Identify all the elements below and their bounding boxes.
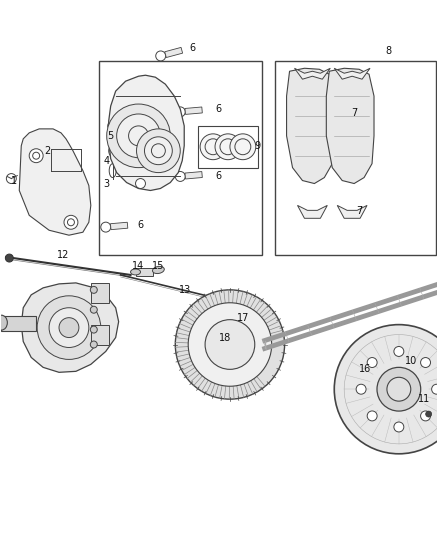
- Polygon shape: [294, 68, 330, 79]
- Circle shape: [394, 422, 404, 432]
- Bar: [91, 325, 109, 344]
- Circle shape: [101, 222, 111, 232]
- Text: 8: 8: [386, 46, 392, 56]
- Ellipse shape: [0, 315, 7, 330]
- Circle shape: [49, 308, 89, 348]
- Circle shape: [344, 369, 349, 374]
- Circle shape: [394, 346, 404, 357]
- Text: 6: 6: [189, 43, 195, 53]
- Polygon shape: [297, 205, 327, 219]
- Polygon shape: [185, 107, 202, 115]
- Circle shape: [337, 359, 381, 403]
- Bar: [275, 61, 436, 255]
- Circle shape: [230, 134, 256, 160]
- Polygon shape: [109, 75, 184, 190]
- Polygon shape: [286, 68, 334, 183]
- Circle shape: [345, 367, 373, 395]
- Bar: [198, 126, 258, 168]
- Circle shape: [90, 341, 97, 348]
- Ellipse shape: [152, 266, 164, 273]
- Text: 18: 18: [219, 333, 231, 343]
- Text: 12: 12: [57, 250, 69, 260]
- Text: 2: 2: [44, 146, 50, 156]
- Circle shape: [361, 394, 367, 399]
- Circle shape: [137, 129, 180, 173]
- Polygon shape: [21, 283, 119, 373]
- Text: 9: 9: [254, 141, 261, 151]
- Circle shape: [64, 215, 78, 229]
- Circle shape: [175, 290, 285, 399]
- Circle shape: [59, 318, 79, 337]
- Polygon shape: [19, 129, 91, 235]
- Circle shape: [156, 51, 166, 61]
- Polygon shape: [326, 68, 374, 183]
- Text: 6: 6: [215, 171, 221, 181]
- Text: 10: 10: [405, 357, 417, 366]
- Circle shape: [188, 303, 272, 386]
- Circle shape: [387, 377, 411, 401]
- Bar: [1, 316, 36, 330]
- Circle shape: [373, 379, 378, 384]
- Polygon shape: [165, 47, 183, 58]
- Circle shape: [200, 134, 226, 160]
- Ellipse shape: [109, 164, 116, 177]
- Polygon shape: [110, 222, 128, 230]
- Text: 1: 1: [11, 175, 18, 185]
- Circle shape: [117, 114, 160, 158]
- Circle shape: [420, 358, 431, 367]
- Circle shape: [352, 374, 366, 388]
- Ellipse shape: [109, 145, 117, 157]
- Bar: [99, 61, 262, 255]
- Circle shape: [175, 172, 185, 181]
- Circle shape: [5, 254, 13, 262]
- Circle shape: [431, 384, 438, 394]
- Text: 17: 17: [237, 313, 249, 322]
- Bar: [135, 268, 153, 276]
- Bar: [91, 283, 109, 303]
- Text: 7: 7: [351, 108, 357, 118]
- Circle shape: [90, 326, 97, 333]
- Circle shape: [215, 134, 241, 160]
- Polygon shape: [337, 205, 367, 219]
- Text: 3: 3: [104, 179, 110, 189]
- Text: 11: 11: [417, 394, 430, 404]
- Text: 16: 16: [359, 365, 371, 374]
- Circle shape: [29, 149, 43, 163]
- Text: 6: 6: [138, 220, 144, 230]
- Circle shape: [367, 411, 377, 421]
- Circle shape: [7, 174, 16, 183]
- Circle shape: [135, 179, 145, 189]
- Circle shape: [110, 124, 115, 128]
- Circle shape: [361, 364, 367, 369]
- Text: 4: 4: [104, 156, 110, 166]
- Circle shape: [175, 107, 185, 117]
- Circle shape: [90, 286, 97, 293]
- Circle shape: [145, 137, 172, 165]
- Circle shape: [344, 388, 349, 393]
- Circle shape: [367, 358, 377, 367]
- Text: 7: 7: [356, 206, 362, 216]
- Text: 5: 5: [108, 131, 114, 141]
- Text: 13: 13: [179, 285, 191, 295]
- Circle shape: [426, 411, 431, 417]
- Circle shape: [90, 306, 97, 313]
- Polygon shape: [185, 172, 202, 179]
- Circle shape: [377, 367, 421, 411]
- Circle shape: [334, 325, 438, 454]
- Circle shape: [107, 104, 170, 168]
- Text: 15: 15: [152, 261, 165, 271]
- Text: 14: 14: [132, 261, 145, 271]
- Circle shape: [356, 384, 366, 394]
- Circle shape: [205, 320, 255, 369]
- Polygon shape: [334, 68, 370, 79]
- Text: 6: 6: [215, 104, 221, 114]
- Circle shape: [420, 411, 431, 421]
- Circle shape: [37, 296, 101, 359]
- Ellipse shape: [110, 147, 115, 155]
- Ellipse shape: [131, 269, 141, 275]
